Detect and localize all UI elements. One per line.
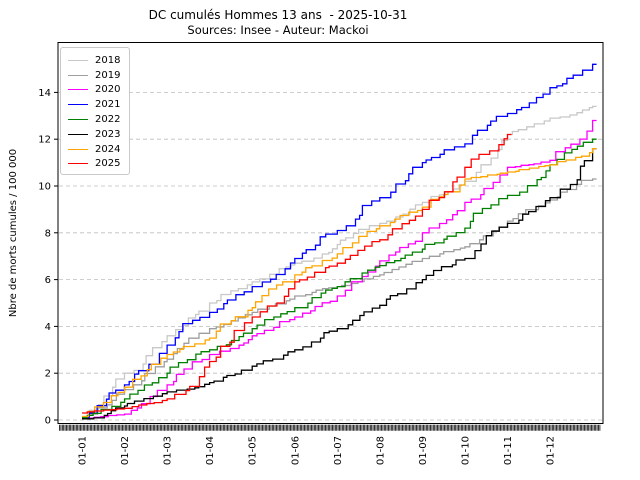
legend-swatch-2024 (68, 148, 88, 150)
y-tick-label: 8 (45, 228, 51, 239)
legend-item-2024: 2024 (68, 142, 125, 157)
legend-label-2023: 2023 (95, 128, 121, 140)
legend-label-2021: 2021 (95, 99, 121, 111)
y-tick-label: 4 (45, 322, 51, 333)
x-tick-label: 01-04 (205, 436, 216, 465)
title-block: DC cumulés Hommes 13 ans - 2025-10-31 So… (0, 8, 556, 37)
legend-swatch-2018 (68, 59, 88, 61)
chart-title: DC cumulés Hommes 13 ans - 2025-10-31 (148, 8, 408, 22)
legend-item-2025: 2025 (68, 157, 125, 172)
x-tick-label: 01-10 (460, 436, 471, 465)
x-tick-label: 01-07 (333, 436, 344, 465)
legend-label-2025: 2025 (95, 158, 121, 170)
legend-label-2018: 2018 (95, 54, 121, 66)
legend-swatch-2025 (68, 163, 88, 165)
legend-label-2019: 2019 (95, 69, 121, 81)
legend-swatch-2021 (68, 104, 88, 106)
series-line-2023 (82, 147, 597, 420)
legend-item-2022: 2022 (68, 112, 125, 127)
series-line-2022 (82, 138, 597, 419)
legend-item-2019: 2019 (68, 68, 125, 83)
y-tick-label: 6 (45, 275, 51, 286)
legend-swatch-2023 (68, 133, 88, 135)
y-tick-labels: 0 2 4 6 8 10 12 14 (38, 88, 58, 427)
minor-tick-comb (59, 424, 601, 431)
legend-label-2020: 2020 (95, 84, 121, 96)
series-line-2021 (82, 63, 597, 419)
legend-label-2022: 2022 (95, 114, 121, 126)
x-tick-label: 01-09 (418, 436, 429, 465)
series-line-2025 (82, 133, 512, 414)
y-axis-label: Nbre de morts cumules / 100 000 (8, 149, 19, 317)
legend-item-2020: 2020 (68, 83, 125, 98)
x-tick-label: 01-06 (290, 436, 301, 465)
legend-swatch-2019 (68, 74, 88, 76)
series-lines (82, 63, 597, 420)
x-tick-label: 01-03 (163, 436, 174, 465)
y-tick-label: 10 (38, 182, 51, 193)
x-tick-label: 01-11 (503, 436, 514, 465)
legend-item-2021: 2021 (68, 97, 125, 112)
legend-item-2023: 2023 (68, 127, 125, 142)
y-tick-label: 14 (38, 88, 51, 99)
legend-swatch-2022 (68, 119, 88, 121)
legend: 2018 2019 2020 2021 2022 2023 2024 2025 (60, 47, 130, 176)
y-tick-label: 0 (45, 416, 51, 427)
x-tick-label: 01-08 (375, 436, 386, 465)
x-tick-label: 01-01 (78, 436, 89, 465)
series-line-2018 (82, 105, 597, 418)
x-tick-label: 01-05 (248, 436, 259, 465)
chart-subtitle: Sources: Insee - Auteur: Mackoi (187, 23, 369, 37)
legend-swatch-2020 (68, 89, 88, 91)
series-line-2024 (82, 147, 597, 418)
y-tick-label: 2 (45, 369, 51, 380)
series-line-2020 (82, 119, 597, 420)
x-tick-label: 01-02 (120, 436, 131, 465)
legend-label-2024: 2024 (95, 143, 121, 155)
y-tick-label: 12 (38, 135, 51, 146)
legend-item-2018: 2018 (68, 53, 125, 68)
x-tick-labels: 01-01 01-02 01-03 01-04 01-05 01-06 01-07 01-08… (78, 436, 557, 465)
x-tick-label: 01-12 (546, 436, 557, 465)
